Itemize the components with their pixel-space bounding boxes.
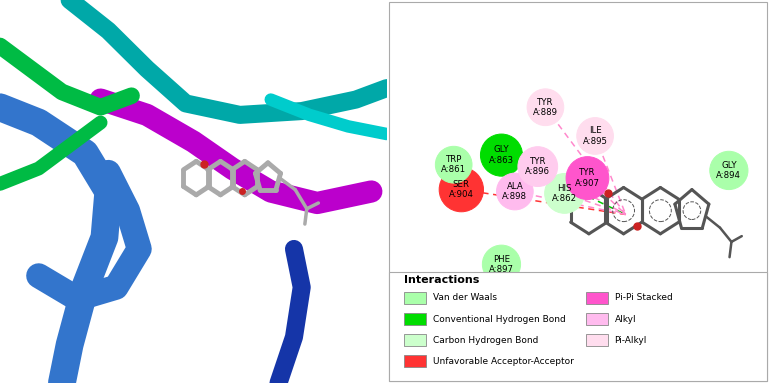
- Circle shape: [497, 173, 533, 210]
- Text: Carbon Hydrogen Bond: Carbon Hydrogen Bond: [433, 336, 538, 345]
- Text: Pi-Pi Stacked: Pi-Pi Stacked: [614, 293, 672, 303]
- Bar: [404, 334, 426, 346]
- Bar: [585, 334, 608, 346]
- Circle shape: [527, 89, 564, 126]
- Text: Interactions: Interactions: [404, 275, 479, 285]
- Text: TRP
A:861: TRP A:861: [441, 155, 466, 174]
- Circle shape: [518, 147, 558, 187]
- Circle shape: [634, 313, 674, 354]
- Circle shape: [481, 134, 522, 176]
- Circle shape: [439, 167, 484, 212]
- Text: ILE
A:895: ILE A:895: [583, 126, 608, 146]
- Circle shape: [710, 151, 748, 190]
- Text: Alkyl: Alkyl: [614, 314, 636, 324]
- Text: TYR
A:907: TYR A:907: [575, 169, 600, 188]
- Text: TYR
A:889: TYR A:889: [533, 98, 558, 117]
- Circle shape: [546, 305, 587, 346]
- Text: Van der Waals: Van der Waals: [433, 293, 497, 303]
- Text: Conventional Hydrogen Bond: Conventional Hydrogen Bond: [433, 314, 566, 324]
- Bar: [404, 313, 426, 325]
- Circle shape: [544, 173, 584, 213]
- Circle shape: [482, 245, 521, 283]
- Text: HIS
A:862: HIS A:862: [552, 184, 577, 203]
- Text: GLY
A:863: GLY A:863: [489, 146, 514, 165]
- Bar: [585, 313, 608, 325]
- Circle shape: [435, 146, 472, 183]
- Text: GLU
A:988: GLU A:988: [642, 324, 667, 343]
- Circle shape: [566, 157, 609, 200]
- Text: ALA
A:898: ALA A:898: [502, 182, 528, 201]
- Text: PHE
A:897: PHE A:897: [489, 255, 514, 274]
- Bar: [404, 292, 426, 304]
- Text: GLY
A:894: GLY A:894: [717, 161, 741, 180]
- Text: Pi-Alkyl: Pi-Alkyl: [614, 336, 647, 345]
- Bar: [388, 272, 767, 381]
- Bar: [585, 292, 608, 304]
- Text: SER
A:904: SER A:904: [449, 180, 474, 199]
- Text: LYS
A:903: LYS A:903: [554, 316, 579, 335]
- Bar: [404, 355, 426, 367]
- Text: TYR
A:896: TYR A:896: [525, 157, 551, 176]
- Text: Unfavorable Acceptor-Acceptor: Unfavorable Acceptor-Acceptor: [433, 357, 574, 366]
- Circle shape: [577, 118, 614, 154]
